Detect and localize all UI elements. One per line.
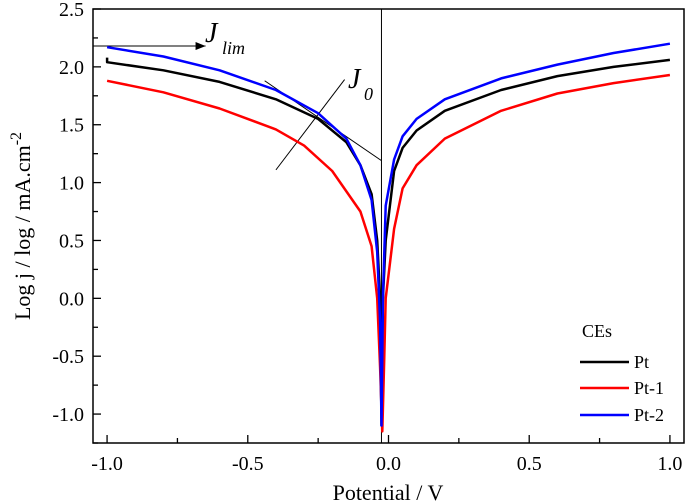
legend-label-pt-2: Pt-2	[634, 405, 664, 425]
x-tick-label: -0.5	[232, 453, 264, 475]
x-tick-label: 1.0	[657, 453, 682, 475]
legend-label-pt: Pt	[634, 352, 649, 372]
series-line-pt-2	[106, 42, 671, 427]
y-tick-label: 0.5	[59, 230, 84, 252]
x-tick-label: 0.0	[376, 453, 401, 475]
annotation-j0: J 0	[348, 64, 373, 104]
legend-label-pt-1: Pt-1	[634, 378, 664, 398]
y-tick-label: -0.5	[52, 346, 84, 368]
j0-line-1	[275, 79, 345, 171]
y-tick-label: 0.0	[59, 288, 84, 310]
y-tick-label: 2.5	[59, 0, 84, 21]
svg-text:0: 0	[364, 84, 373, 104]
y-axis-label: Log j / log / mA.cm-2	[8, 132, 35, 320]
y-tick-label: 1.0	[59, 173, 84, 195]
y-tick-label: 1.5	[59, 115, 84, 137]
series-line-pt	[105, 57, 671, 427]
annotation-jlim: J lim	[205, 18, 245, 58]
y-tick-label: 2.0	[59, 57, 84, 79]
legend-title: CEs	[582, 321, 612, 341]
svg-text:J: J	[205, 18, 219, 49]
legend: CEs Pt Pt-1 Pt-2	[580, 321, 664, 425]
x-tick-label: -1.0	[91, 453, 123, 475]
series-line-pt-1	[106, 73, 671, 433]
svg-text:lim: lim	[222, 38, 245, 58]
svg-text:J: J	[348, 64, 362, 95]
x-tick-label: 0.5	[517, 453, 542, 475]
x-axis-label: Potential / V	[333, 480, 444, 502]
y-tick-label: -1.0	[52, 404, 84, 426]
